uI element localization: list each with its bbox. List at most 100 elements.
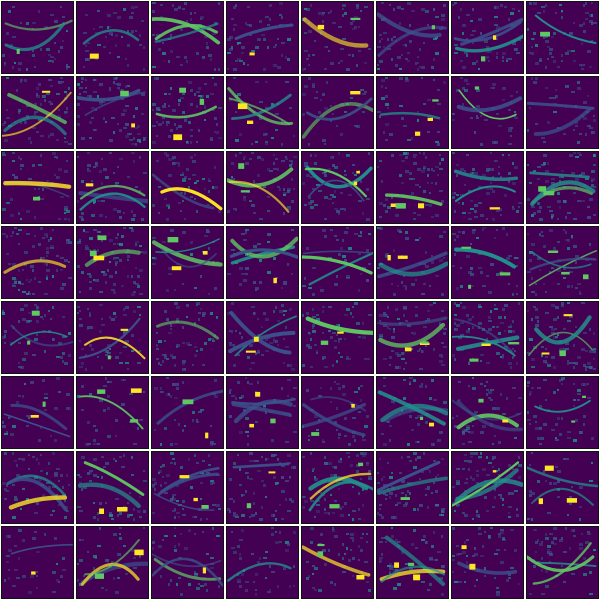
activation-pixel (417, 68, 419, 71)
activation-pixel (160, 16, 163, 18)
activation-pixel (385, 210, 388, 213)
activation-pixel (492, 326, 495, 328)
activation-pixel (533, 529, 536, 531)
activation-pixel (202, 314, 205, 317)
activation-pixel (160, 391, 163, 393)
activation-pixel (302, 285, 306, 287)
activation-pixel (456, 482, 460, 485)
activation-pixel (245, 472, 248, 474)
activation-pixel (14, 569, 18, 571)
activation-pixel (212, 109, 215, 111)
activation-pixel (589, 350, 593, 353)
activation-pixel (50, 103, 53, 105)
activation-pixel (196, 141, 198, 143)
activation-pixel (312, 83, 315, 86)
activation-pixel (397, 354, 401, 357)
activation-pixel (537, 539, 539, 542)
activation-pixel (478, 306, 482, 308)
feature-map-tile (376, 151, 449, 224)
activation-pixel (275, 306, 277, 309)
activation-stroke (3, 259, 67, 274)
activation-pixel (255, 512, 257, 515)
activation-pixel (452, 113, 455, 115)
activation-pixel (285, 441, 289, 443)
activation-pixel (95, 164, 98, 167)
activation-pixel (174, 364, 176, 367)
feature-map-tile (301, 1, 374, 74)
activation-pixel (585, 541, 589, 544)
activation-pixel (510, 95, 513, 97)
activation-pixel (308, 202, 312, 205)
activation-pixel (342, 4, 346, 7)
activation-pixel (547, 549, 550, 551)
activation-pixel (119, 129, 122, 132)
activation-pixel (178, 125, 182, 128)
activation-pixel (543, 10, 545, 13)
activation-pixel (407, 2, 411, 5)
activation-pixel (62, 557, 65, 560)
activation-pixel (360, 385, 363, 387)
activation-stroke (534, 399, 591, 413)
activation-pixel (152, 34, 155, 36)
activation-pixel (454, 314, 457, 316)
activation-pixel (502, 498, 504, 501)
activation-pixel (464, 89, 468, 92)
feature-map-tile (151, 526, 224, 599)
activation-pixel (206, 231, 210, 233)
activation-pixel (10, 235, 13, 237)
activation-pixel (496, 326, 499, 328)
activation-pixel (443, 231, 446, 233)
activation-pixel (2, 421, 4, 424)
activation-pixel (196, 302, 200, 305)
activation-pixel (18, 229, 22, 231)
activation-pixel (496, 470, 498, 472)
activation-pixel (166, 377, 169, 379)
activation-pixel (476, 514, 480, 517)
activation-pixel (352, 20, 355, 22)
activation-pixel (154, 257, 157, 260)
activation-pixel (178, 423, 180, 426)
activation-pixel (204, 105, 206, 107)
activation-pixel (113, 131, 115, 134)
activation-pixel (93, 555, 97, 558)
activation-pixel (162, 52, 166, 55)
activation-pixel (52, 591, 56, 593)
activation-pixel (18, 109, 21, 112)
activation-pixel (166, 358, 169, 360)
activation-pixel (2, 425, 6, 428)
activation-pixel (571, 235, 573, 238)
activation-pixel (237, 354, 240, 356)
activation-pixel (97, 200, 101, 202)
activation-pixel (210, 93, 214, 95)
activation-pixel (117, 123, 119, 125)
activation-pixel (387, 462, 389, 464)
activation-pixel (498, 533, 501, 535)
activation-pixel (567, 360, 569, 362)
activation-pixel (162, 117, 165, 119)
activation-pixel (462, 103, 464, 106)
activation-pixel (227, 312, 229, 315)
activation-pixel (50, 514, 53, 516)
activation-pixel (401, 480, 405, 483)
activation-pixel (152, 204, 155, 207)
activation-pixel (210, 425, 212, 427)
activation-pixel (277, 186, 280, 188)
activation-pixel (344, 417, 347, 420)
activation-pixel (95, 279, 99, 282)
activation-pixel (188, 529, 191, 532)
activation-pixel (531, 387, 534, 389)
activation-pixel (279, 2, 283, 5)
activation-pixel (391, 196, 393, 199)
activation-pixel (103, 46, 106, 48)
activation-pixel (324, 498, 326, 501)
activation-pixel (541, 6, 545, 8)
feature-map-tile (301, 76, 374, 149)
activation-pixel (308, 54, 310, 57)
feature-map-tile (376, 1, 449, 74)
activation-pixel (423, 535, 426, 538)
activation-pixel (395, 64, 398, 67)
activation-pixel (46, 255, 48, 257)
activation-pixel (202, 95, 204, 97)
activation-pixel (539, 58, 542, 61)
activation-pixel (231, 531, 233, 533)
